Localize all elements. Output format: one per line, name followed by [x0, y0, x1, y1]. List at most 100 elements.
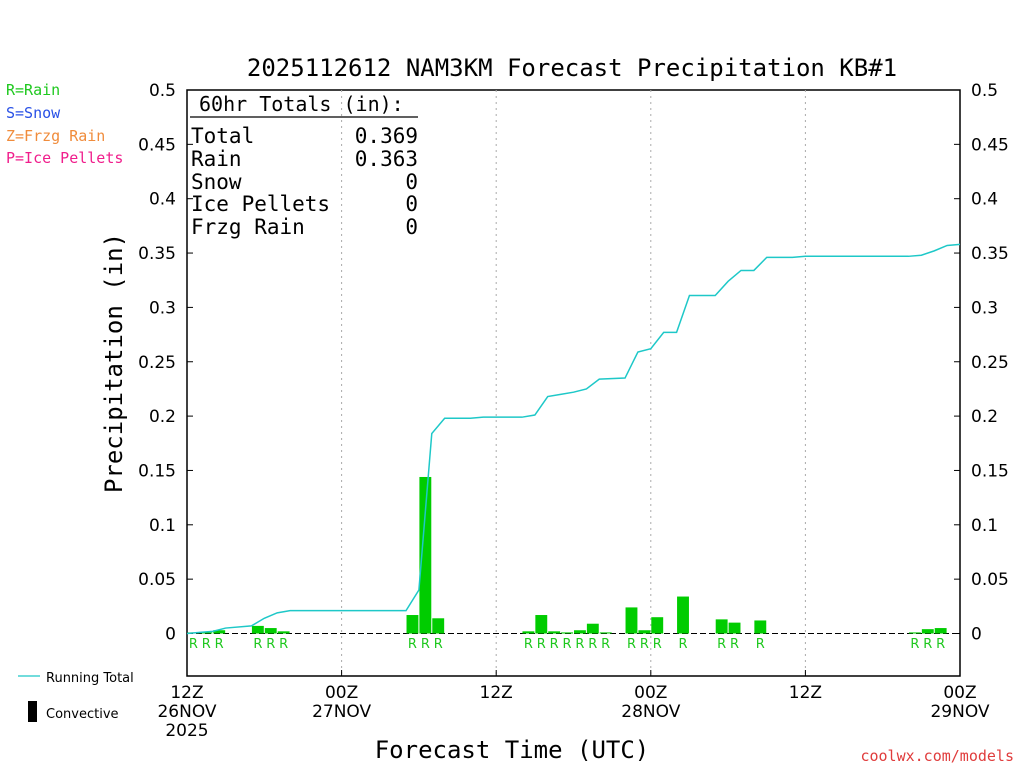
chart-title: 2025112612 NAM3KM Forecast Precipitation…	[247, 54, 897, 82]
y-tick-label-right: 0.2	[971, 407, 998, 427]
plot-frame	[186, 89, 961, 677]
x-tick-label: 12Z	[789, 683, 822, 703]
precip-bar	[934, 628, 947, 634]
x-tick-label: 27NOV	[312, 702, 371, 722]
ptype-letter: R	[563, 637, 572, 652]
ptype-letter: R	[524, 637, 533, 652]
x-tick-label: 12Z	[480, 683, 513, 703]
grid-lines	[341, 90, 806, 676]
precip-bar	[908, 632, 921, 634]
ptype-letter: R	[923, 637, 932, 652]
y-tick-label-right: 0.25	[971, 353, 1009, 373]
y-tick-label-right: 0.1	[971, 516, 998, 536]
x-tick-label: 00Z	[325, 683, 358, 703]
y-tick-label-right: 0	[971, 625, 982, 645]
x-tick-label: 29NOV	[930, 702, 989, 722]
precip-bar	[548, 631, 561, 634]
x-axis-label: Forecast Time (UTC)	[375, 736, 650, 764]
legend-ice-pellets: P=Ice Pellets	[6, 149, 123, 167]
precip-bar	[406, 615, 419, 634]
precip-bar	[715, 619, 728, 634]
ptype-letter: R	[215, 637, 224, 652]
y-tick-label: 0.15	[138, 461, 176, 481]
precip-bar	[754, 620, 767, 634]
precip-bar	[535, 615, 548, 634]
convective-legend-label: Convective	[46, 707, 119, 722]
ptype-letter: R	[575, 637, 584, 652]
y-tick-label: 0.45	[138, 135, 176, 155]
totals-label-snow: Snow	[191, 170, 242, 194]
running-total-legend-label: Running Total	[46, 671, 134, 686]
x-tick-label: 2025	[165, 721, 208, 741]
y-tick-label-right: 0.4	[971, 190, 998, 210]
ptype-letter: R	[756, 637, 765, 652]
y-tick-label: 0.4	[149, 190, 176, 210]
y-tick-label: 0.5	[149, 81, 176, 101]
precip-bar	[561, 632, 573, 634]
precip-bars	[187, 476, 947, 634]
ptype-letter: R	[550, 637, 559, 652]
y-tick-label: 0.1	[149, 516, 176, 536]
precip-bar	[677, 596, 689, 634]
precip-bar	[586, 623, 599, 634]
ptype-letter: R	[189, 637, 198, 652]
precip-bar	[200, 632, 213, 634]
precip-bar	[625, 607, 638, 634]
totals-value-rain: 0.363	[355, 147, 418, 171]
ptype-letter: R	[678, 637, 687, 652]
bottom-legend: Running Total Convective	[18, 671, 134, 722]
ptype-letter: R	[601, 637, 610, 652]
ptype-letter: R	[266, 637, 275, 652]
ptype-letter: R	[434, 637, 443, 652]
ptype-letter: R	[730, 637, 739, 652]
y-tick-label-right: 0.5	[971, 81, 998, 101]
y-axis-right: 0 0.05 0.1 0.15 0.2 0.25 0.3 0.35 0.4 0.45 0.5	[954, 81, 1009, 645]
precip-bar	[522, 631, 535, 634]
convective-swatch	[28, 701, 37, 722]
ptype-letter: R	[653, 637, 662, 652]
y-tick-label: 0.3	[149, 298, 176, 318]
y-tick-label: 0	[165, 625, 176, 645]
y-tick-label: 0.2	[149, 407, 176, 427]
x-tick-label: 00Z	[634, 683, 667, 703]
totals-value-ice: 0	[405, 192, 418, 216]
ptype-letter: R	[910, 637, 919, 652]
precip-bar	[574, 630, 586, 634]
precip-bar	[638, 630, 651, 634]
y-tick-label: 0.35	[138, 244, 176, 264]
precip-bar	[921, 629, 934, 634]
credit-link[interactable]: coolwx.com/models	[860, 747, 1014, 765]
precip-bar	[432, 618, 445, 634]
totals-label-total: Total	[191, 124, 254, 148]
y-tick-label: 0.05	[138, 570, 176, 590]
y-axis-label: Precipitation (in)	[100, 233, 128, 493]
precip-bar	[264, 628, 277, 634]
totals-label-ice: Ice Pellets	[191, 192, 330, 216]
totals-box: 60hr Totals (in): Total 0.369 Rain 0.363…	[190, 92, 418, 239]
totals-label-rain: Rain	[191, 147, 242, 171]
ptype-letter: R	[640, 637, 649, 652]
y-tick-label-right: 0.3	[971, 298, 998, 318]
ptype-letter: R	[936, 637, 945, 652]
totals-value-frzg: 0	[405, 215, 418, 239]
precip-bar	[277, 631, 290, 634]
x-tick-label: 00Z	[943, 683, 976, 703]
precip-bar	[728, 622, 741, 634]
precip-bar	[651, 617, 664, 634]
ptype-letter: R	[588, 637, 597, 652]
ptype-letter: R	[202, 637, 211, 652]
y-tick-label-right: 0.05	[971, 570, 1009, 590]
y-tick-label-right: 0.35	[971, 244, 1009, 264]
legend-snow: S=Snow	[6, 104, 61, 122]
precip-bar	[213, 630, 226, 634]
legend-rain: R=Rain	[6, 81, 60, 99]
ptype-letter: R	[253, 637, 262, 652]
y-tick-label: 0.25	[138, 353, 176, 373]
x-tick-label: 26NOV	[157, 702, 216, 722]
x-tick-label: 28NOV	[621, 702, 680, 722]
totals-label-frzg: Frzg Rain	[191, 215, 305, 239]
totals-value-total: 0.369	[355, 124, 418, 148]
